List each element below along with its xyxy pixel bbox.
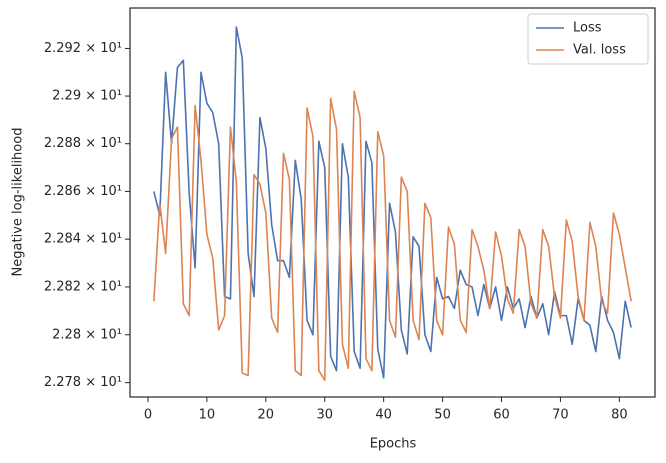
legend-label: Loss xyxy=(573,21,602,36)
y-tick-label: 2.28 × 10¹ xyxy=(52,327,122,342)
y-axis-label: Negative log-likelihood xyxy=(11,128,26,277)
line-series xyxy=(153,90,632,382)
x-tick-label: 10 xyxy=(199,408,216,423)
y-tick-label: 2.278 × 10¹ xyxy=(44,375,122,390)
line-series xyxy=(153,26,632,379)
legend-box xyxy=(527,13,649,65)
x-tick-label: 40 xyxy=(375,408,392,423)
x-tick-label: 80 xyxy=(611,408,628,423)
y-tick-label: 2.292 × 10¹ xyxy=(44,41,122,56)
x-tick-label: 50 xyxy=(434,408,451,423)
x-tick-label: 30 xyxy=(316,408,333,423)
x-tick-label: 0 xyxy=(144,408,152,423)
y-tick-label: 2.288 × 10¹ xyxy=(44,136,122,151)
y-tick-label: 2.284 × 10¹ xyxy=(44,232,122,247)
x-tick-label: 20 xyxy=(258,408,275,423)
legend-label: Val. loss xyxy=(573,43,626,58)
y-tick-label: 2.29 × 10¹ xyxy=(52,89,122,104)
y-tick-label: 2.282 × 10¹ xyxy=(44,279,122,294)
x-tick-label: 70 xyxy=(552,408,569,423)
x-axis-label: Epochs xyxy=(370,437,417,452)
plot-frame xyxy=(129,7,656,398)
x-tick-label: 60 xyxy=(493,408,510,423)
y-tick-label: 2.286 × 10¹ xyxy=(44,184,122,199)
